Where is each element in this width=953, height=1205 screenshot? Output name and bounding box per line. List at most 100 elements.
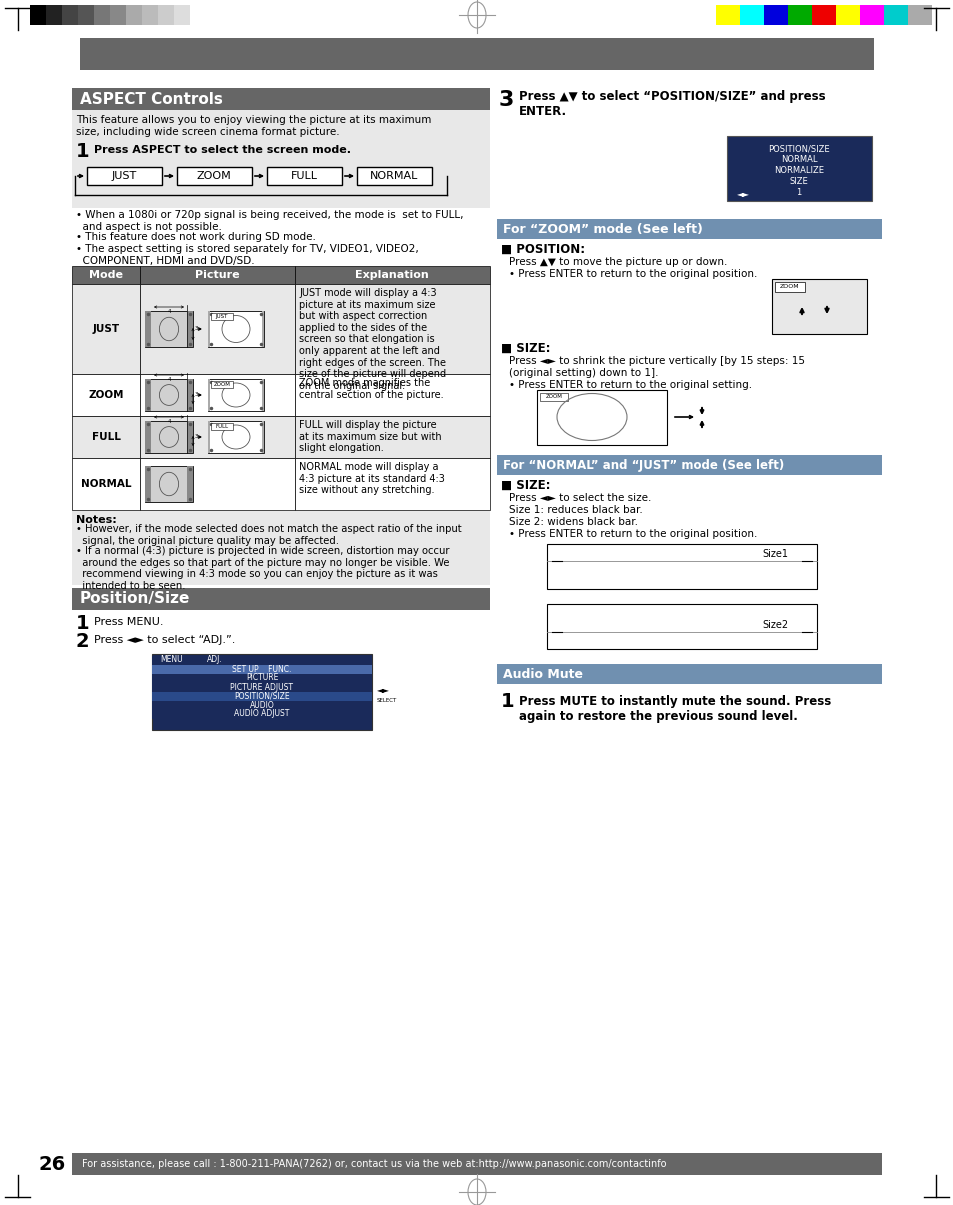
Text: JUST mode will display a 4:3
picture at its maximum size
but with aspect correct: JUST mode will display a 4:3 picture at … [298,288,446,390]
Bar [152,710,372,719]
Bar [94,5,110,25]
Text: • However, if the mode selected does not match the aspect ratio of the input
  s: • However, if the mode selected does not… [76,524,461,546]
Text: POSITION/SIZE: POSITION/SIZE [233,692,290,700]
Text: FULL: FULL [91,433,120,442]
Text: For assistance, please call : 1-800-211-PANA(7262) or, contact us via the web at: For assistance, please call : 1-800-211-… [82,1159,666,1169]
Text: JUST: JUST [215,315,228,319]
Bar [152,701,372,710]
Bar [294,416,490,458]
Bar [859,5,883,25]
Bar [726,136,871,201]
Bar [883,5,907,25]
Text: 4: 4 [167,308,171,315]
Bar [71,284,140,374]
Bar [262,380,264,411]
Text: 1: 1 [500,692,514,711]
Bar [173,5,190,25]
Text: Size 2: widens black bar.: Size 2: widens black bar. [509,517,638,527]
Bar [71,1153,882,1175]
Text: 4: 4 [167,377,171,382]
Text: • When a 1080i or 720p signal is being received, the mode is  set to FULL,
  and: • When a 1080i or 720p signal is being r… [76,210,463,231]
Text: Press ▲▼ to move the picture up or down.: Press ▲▼ to move the picture up or down. [509,257,726,268]
Text: PICTURE: PICTURE [246,674,278,682]
Bar [145,466,193,502]
Bar [145,311,151,347]
Text: ZOOM: ZOOM [545,394,562,400]
Text: NORMALIZE: NORMALIZE [773,166,823,175]
Text: SET UP    FUNC.: SET UP FUNC. [233,664,292,674]
Bar [546,604,816,649]
Text: • Press ENTER to return to the original setting.: • Press ENTER to return to the original … [509,380,751,390]
Text: For “ZOOM” mode (See left): For “ZOOM” mode (See left) [502,223,702,235]
Bar [208,311,264,347]
Text: MENU: MENU [160,656,182,664]
Text: SELECT: SELECT [376,698,396,703]
Bar [211,381,233,388]
Bar [145,421,193,453]
Bar [30,5,46,25]
Bar [152,656,372,665]
Bar [497,219,882,239]
Bar [110,5,126,25]
Text: 26: 26 [38,1154,66,1174]
Bar [294,374,490,416]
Bar [546,543,816,589]
Text: Notes:: Notes: [76,515,116,525]
Text: • This feature does not work during SD mode.: • This feature does not work during SD m… [76,233,315,242]
Bar [211,313,233,321]
Text: 2: 2 [76,631,90,651]
Bar [140,416,294,458]
Bar [539,393,567,401]
Text: AUDIO ADJUST: AUDIO ADJUST [234,710,290,718]
Text: ■ POSITION:: ■ POSITION: [500,243,584,255]
Text: ◄►: ◄► [376,686,390,694]
Bar [145,466,151,502]
Bar [152,665,372,674]
Text: • Press ENTER to return to the original position.: • Press ENTER to return to the original … [509,529,757,539]
Text: • Press ENTER to return to the original position.: • Press ENTER to return to the original … [509,269,757,280]
Bar [262,311,264,347]
Bar [262,421,264,453]
Bar [187,466,193,502]
Bar [208,311,210,347]
Text: Press ASPECT to select the screen mode.: Press ASPECT to select the screen mode. [94,145,351,155]
Bar [267,167,341,186]
Bar [71,374,140,416]
Text: 1: 1 [76,615,90,633]
Text: Press ◄► to shrink the picture vertically [by 15 steps: 15: Press ◄► to shrink the picture verticall… [509,355,804,366]
Bar [294,458,490,510]
Bar [80,39,873,70]
Bar [537,390,666,445]
Bar [145,311,193,347]
Text: ZOOM: ZOOM [213,382,231,387]
Text: (original setting) down to 1].: (original setting) down to 1]. [509,368,658,378]
Text: Position/Size: Position/Size [80,592,191,606]
Text: Picture: Picture [194,270,239,280]
Text: • If a normal (4:3) picture is projected in wide screen, distortion may occur
  : • If a normal (4:3) picture is projected… [76,546,449,590]
Bar [187,311,193,347]
Text: JUST: JUST [92,324,119,334]
Bar [140,284,294,374]
Text: ADJ.: ADJ. [207,656,222,664]
Text: Press ◄► to select the size.: Press ◄► to select the size. [509,493,651,502]
Bar [294,266,490,284]
Bar [126,5,142,25]
Text: This feature allows you to enjoy viewing the picture at its maximum
size, includ: This feature allows you to enjoy viewing… [76,114,431,136]
Bar [71,266,140,284]
Bar [142,5,158,25]
Bar [152,674,372,683]
Text: POSITION/SIZE: POSITION/SIZE [767,145,829,153]
Text: Mode: Mode [89,270,123,280]
Text: For “NORMAL” and “JUST” mode (See left): For “NORMAL” and “JUST” mode (See left) [502,458,783,471]
Text: FULL will display the picture
at its maximum size but with
slight elongation.: FULL will display the picture at its max… [298,421,441,453]
Bar [71,110,490,200]
Text: FULL: FULL [215,424,229,429]
Bar [771,280,866,334]
Bar [497,455,882,475]
Text: NORMAL: NORMAL [780,155,817,164]
Text: ASPECT Controls: ASPECT Controls [80,92,223,106]
Bar [187,421,193,453]
Text: ZOOM mode magnifies the
central section of the picture.: ZOOM mode magnifies the central section … [298,378,443,400]
Bar [71,416,140,458]
Text: SIZE: SIZE [789,177,807,186]
